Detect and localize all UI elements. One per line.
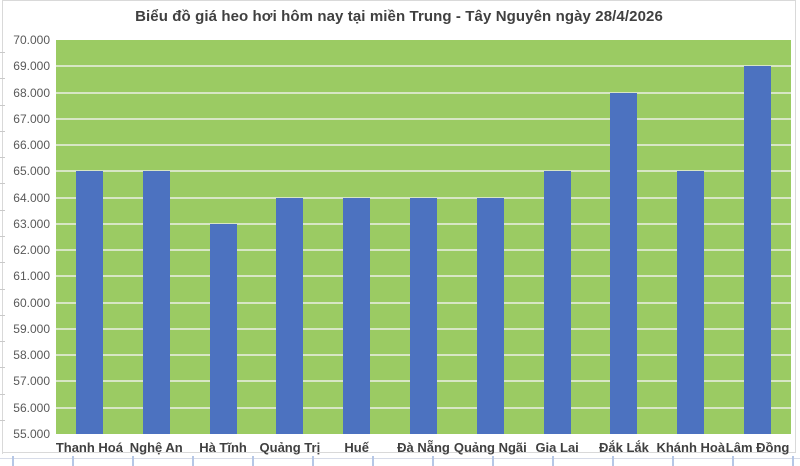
x-axis-category-label: Nghệ An — [129, 440, 183, 455]
y-axis-tick-label: 58.000 — [13, 348, 50, 363]
y-axis-tick-label: 70.000 — [13, 33, 50, 47]
spreadsheet-column-tick — [672, 456, 674, 466]
axis-minor-tick — [0, 236, 5, 237]
axis-minor-tick — [0, 183, 5, 185]
x-axis-category-label: Đắk Lắk — [599, 440, 649, 455]
axis-minor-tick — [0, 262, 5, 264]
spreadsheet-column-tick — [732, 456, 734, 466]
spreadsheet-column-tick — [552, 456, 554, 466]
x-axis-category-label: Lâm Đồng — [725, 440, 790, 455]
bar — [677, 171, 705, 434]
spreadsheet-column-tick — [192, 456, 194, 466]
x-axis-category-label: Thanh Hoá — [55, 440, 123, 455]
bar — [543, 171, 571, 434]
y-axis-tick-label: 57.000 — [13, 374, 50, 389]
axis-minor-tick — [0, 78, 5, 80]
spreadsheet-column-tick — [492, 456, 494, 466]
spreadsheet-column-tick — [12, 456, 14, 466]
spreadsheet-column-tick — [372, 456, 374, 466]
axis-minor-tick — [0, 419, 5, 421]
y-axis-tick-label: 59.000 — [13, 321, 50, 336]
y-axis-tick-label: 62.000 — [13, 243, 50, 258]
spreadsheet-column-tick — [72, 456, 74, 466]
spreadsheet-column-tick — [252, 456, 254, 466]
bar — [209, 223, 237, 434]
y-axis-tick-label: 55.000 — [13, 427, 50, 441]
left-edge-axis-line — [2, 28, 3, 454]
axis-minor-tick — [0, 341, 5, 343]
x-axis-category-label: Gia Lai — [535, 440, 579, 455]
y-axis-tick-label: 66.000 — [13, 138, 50, 153]
x-axis-category-label: Khánh Hoà — [656, 440, 726, 455]
gridline — [56, 65, 791, 68]
gridline — [56, 117, 791, 120]
bar — [343, 197, 371, 434]
chart-title: Biểu đồ giá heo hơi hôm nay tại miền Tru… — [135, 8, 663, 25]
bottom-ruler-line — [0, 458, 800, 459]
y-axis-tick-label: 61.000 — [13, 269, 50, 284]
y-axis-tick-label: 69.000 — [13, 59, 50, 74]
gridline — [56, 144, 791, 147]
spreadsheet-column-tick — [132, 456, 134, 466]
axis-minor-tick — [0, 52, 5, 54]
spreadsheet-column-tick — [612, 456, 614, 466]
y-axis-tick-label: 64.000 — [13, 190, 50, 205]
axis-minor-tick — [0, 314, 5, 316]
axis-minor-tick — [0, 104, 5, 106]
bar — [142, 171, 170, 434]
bar — [476, 197, 504, 434]
x-axis-category-label: Huế — [344, 440, 369, 455]
y-axis-tick-label: 63.000 — [13, 216, 50, 231]
bar — [610, 92, 638, 434]
y-axis-tick-label: 60.000 — [13, 295, 50, 310]
spreadsheet-column-tick — [312, 456, 314, 466]
x-axis-category-label: Hà Tĩnh — [199, 440, 247, 455]
axis-minor-tick — [0, 367, 5, 369]
axis-minor-tick — [0, 288, 5, 290]
gridline — [56, 196, 791, 199]
spreadsheet-column-tick — [432, 456, 434, 466]
x-axis-category-label: Quảng Ngãi — [453, 440, 527, 455]
spreadsheet-column-tick — [792, 456, 794, 466]
y-axis-tick-label: 68.000 — [13, 85, 50, 100]
gridline — [56, 91, 791, 94]
axis-minor-tick — [0, 393, 5, 395]
bar — [276, 197, 304, 434]
bar — [410, 197, 437, 434]
bar — [75, 171, 103, 434]
chart-container: Biểu đồ giá heo hơi hôm nay tại miền Tru… — [2, 0, 796, 455]
y-axis-tick-label: 56.000 — [13, 400, 50, 415]
x-axis-category-label: Đà Nẵng — [397, 440, 450, 455]
axis-minor-tick — [0, 157, 5, 159]
axis-minor-tick — [0, 209, 5, 211]
x-axis-category-label: Quảng Trị — [259, 440, 321, 455]
bar — [744, 66, 772, 434]
axis-minor-tick — [0, 130, 5, 132]
gridline — [56, 170, 791, 173]
y-axis-tick-label: 65.000 — [13, 164, 50, 179]
plot-area — [56, 40, 791, 434]
y-axis-tick-label: 67.000 — [13, 111, 50, 126]
